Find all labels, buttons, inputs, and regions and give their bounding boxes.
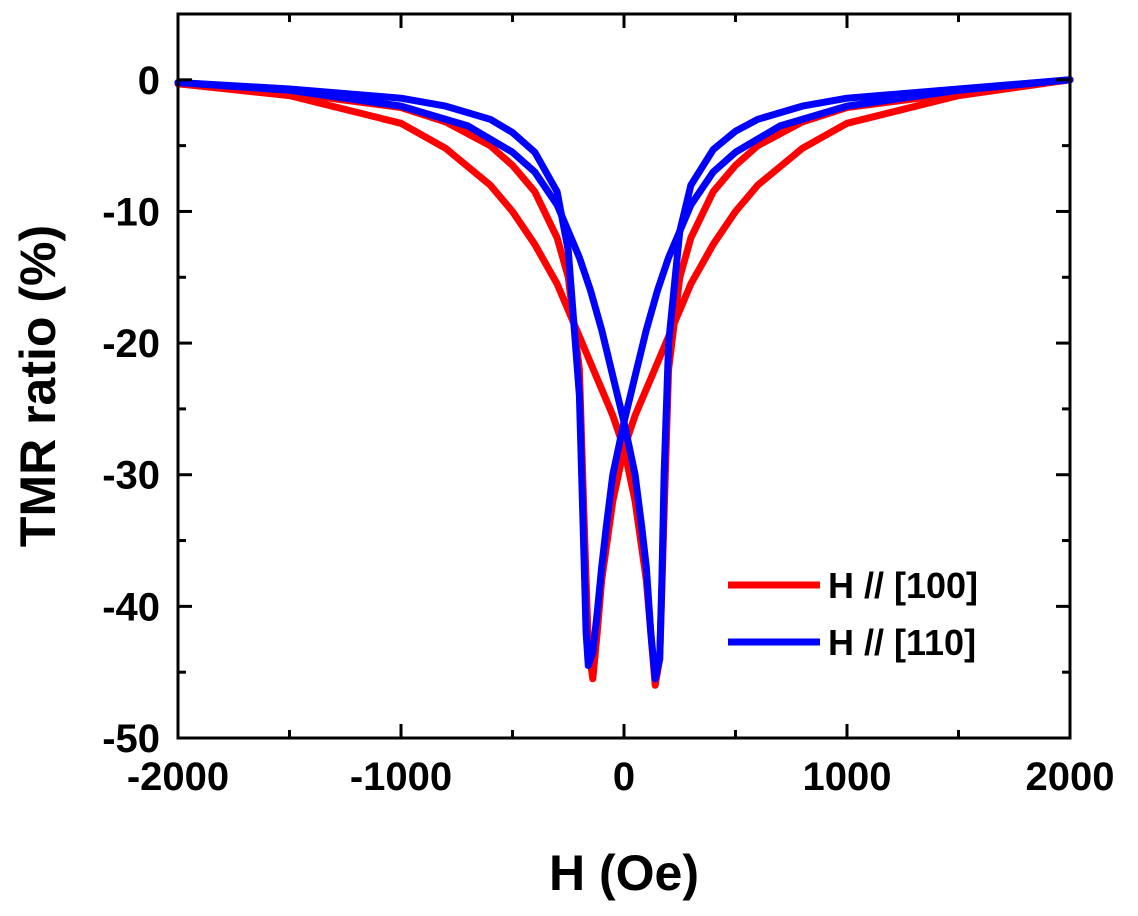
y-tick-label: 0 [138,59,160,103]
series-1-sweep-down-line [174,76,1074,670]
tick-marks [176,14,1072,740]
x-tick-label: 2000 [1026,755,1115,799]
x-tick-label: 1000 [803,755,892,799]
x-tick-label: -2000 [127,755,229,799]
legend-label-h100: H // [100] [828,565,978,606]
series-1-sweep-up-line [174,76,1074,683]
legend-label-h110: H // [110] [828,622,976,663]
y-tick-label: -50 [102,717,160,761]
y-tick-label: -40 [102,585,160,629]
legend: H // [100] H // [110] [728,565,978,663]
y-tick-label: -10 [102,190,160,234]
y-axis-label: TMR ratio (%) [10,225,66,547]
curve-layer [174,76,1074,689]
x-tick-label: -1000 [350,755,452,799]
y-tick-label: -30 [102,454,160,498]
y-tick-label: -20 [102,322,160,366]
x-axis-label: H (Oe) [549,845,699,901]
tick-labels: -2000 -1000 0 1000 2000 0 -10 -20 -30 -40 -50 [102,59,1114,799]
x-tick-label: 0 [613,755,635,799]
